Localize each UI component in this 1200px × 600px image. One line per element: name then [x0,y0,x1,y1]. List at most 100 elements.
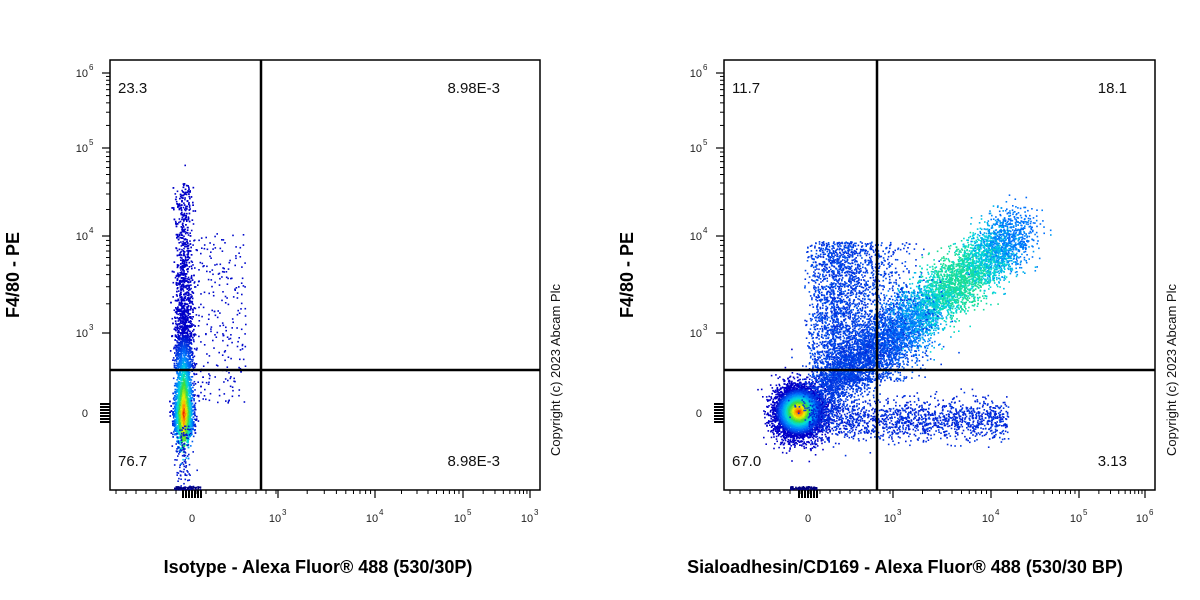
event-dot [180,301,183,303]
event-dot [187,399,189,402]
event-dot [179,328,181,330]
event-dot [181,271,183,273]
event-dot [187,242,189,244]
event-dot [183,316,186,318]
event-dot [186,331,188,333]
event-dot [190,305,192,308]
event-dot [193,413,196,415]
event-dot [191,267,193,270]
event-dot [172,417,175,419]
event-dot [177,400,179,402]
event-dot [176,307,179,310]
event-dot [178,248,181,251]
event-dot [178,323,181,325]
event-dot [181,375,184,377]
event-dot [185,386,188,388]
event-dot [177,376,180,378]
event-dot [187,232,189,234]
event-dot [175,223,178,226]
event-dot [184,292,187,294]
event-dot [186,226,189,229]
event-dot [177,338,180,340]
event-dot [186,241,188,243]
event-dot [182,206,185,209]
event-dot [176,223,179,225]
event-dot [187,271,189,273]
event-dot [173,405,176,408]
event-dot [171,317,174,320]
event-dot [193,282,196,284]
event-dot [191,279,194,281]
event-dot [174,391,176,393]
event-dot [173,208,175,211]
event-dot [189,381,192,384]
event-dot [181,211,183,214]
event-dot [174,421,176,424]
event-dot [187,376,189,379]
event-dot [186,374,188,376]
event-dot [176,190,179,193]
event-dot [194,408,197,411]
event-dot [187,334,189,336]
event-dot [188,385,191,388]
event-dot [186,398,189,400]
event-dot [187,311,190,313]
event-dot [182,226,185,228]
event-dot [184,337,187,340]
event-dot [190,384,193,387]
event-dot [178,221,180,224]
event-dot [196,415,198,418]
event-dot [183,354,185,356]
event-dot [190,196,193,198]
event-dot [188,324,191,327]
event-dot [182,288,184,290]
event-dot [175,294,178,296]
event-dot [187,281,190,284]
event-dot [191,330,194,332]
event-dot [180,234,183,236]
event-dot [191,402,193,405]
event-dot [191,219,194,221]
event-dot [174,359,177,361]
event-dot [187,258,190,261]
event-dot [188,340,191,343]
event-dot [190,445,192,447]
event-dot [183,252,185,255]
event-dot [193,380,196,383]
event-dot [182,259,184,261]
event-dot [189,360,192,363]
event-dot [186,191,189,194]
event-dot [187,457,190,460]
event-dot [182,254,185,256]
event-dot [188,202,190,204]
event-dot [192,324,195,326]
event-dot [193,340,195,343]
event-dot [176,233,179,236]
event-dot [187,250,190,252]
event-dot [184,242,186,244]
event-dot [185,207,187,209]
event-dot [188,343,190,346]
event-dot [181,223,184,226]
event-dot [177,205,180,207]
event-dot [188,375,190,378]
event-dot [176,389,178,392]
event-dot [190,342,192,344]
event-dot [182,260,185,263]
event-dot [178,274,180,276]
event-dot [171,270,174,273]
event-dot [173,362,176,365]
event-dot [189,362,192,364]
event-dot [178,218,181,220]
event-dot [184,232,187,235]
event-dot [193,328,195,331]
event-dot [188,346,190,348]
event-dot [175,355,177,357]
event-dot [174,193,177,195]
event-dot [194,407,196,409]
event-dot [186,307,189,310]
event-dot [182,402,184,404]
event-dot [184,277,186,280]
event-dot [192,311,194,313]
